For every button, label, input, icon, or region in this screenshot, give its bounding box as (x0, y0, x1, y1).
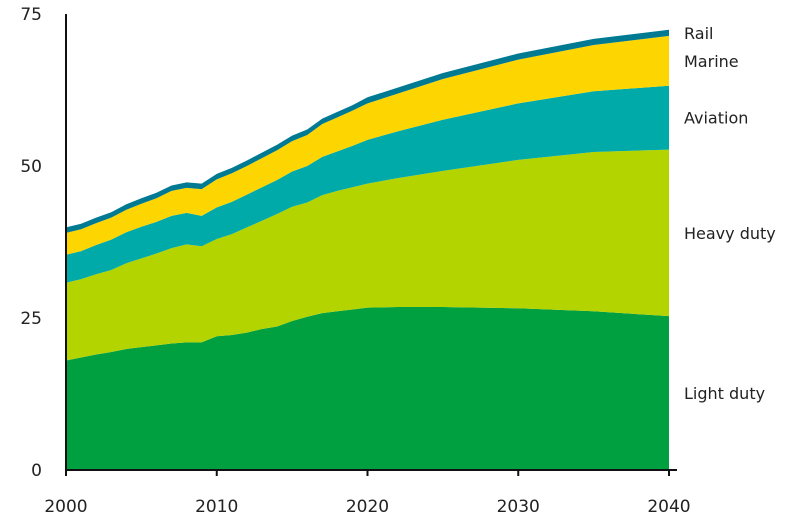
series-label-light-duty: Light duty (684, 384, 765, 403)
y-axis-ticks: 0 25 50 75 (20, 5, 42, 481)
area-heavy-duty (66, 149, 669, 361)
series-labels: Light duty Heavy duty Aviation Marine Rail (684, 24, 776, 403)
x-tick-label: 2040 (647, 497, 690, 517)
area-light-duty (66, 307, 669, 470)
area-series-group (66, 29, 669, 470)
series-label-marine: Marine (684, 52, 739, 71)
area-marine (66, 35, 669, 255)
series-label-rail: Rail (684, 24, 713, 43)
y-tick-label: 25 (20, 309, 42, 329)
y-tick-label: 0 (31, 461, 42, 481)
x-tick-label: 2000 (44, 497, 87, 517)
series-label-heavy-duty: Heavy duty (684, 224, 776, 243)
x-tick-label: 2030 (497, 497, 540, 517)
area-aviation (66, 85, 669, 283)
x-tick-label: 2020 (346, 497, 389, 517)
y-tick-label: 75 (20, 5, 42, 25)
series-label-aviation: Aviation (684, 109, 748, 128)
x-tick-label: 2010 (195, 497, 238, 517)
x-axis-ticks: 2000 2010 2020 2030 2040 (44, 470, 691, 517)
y-tick-label: 50 (20, 157, 42, 177)
